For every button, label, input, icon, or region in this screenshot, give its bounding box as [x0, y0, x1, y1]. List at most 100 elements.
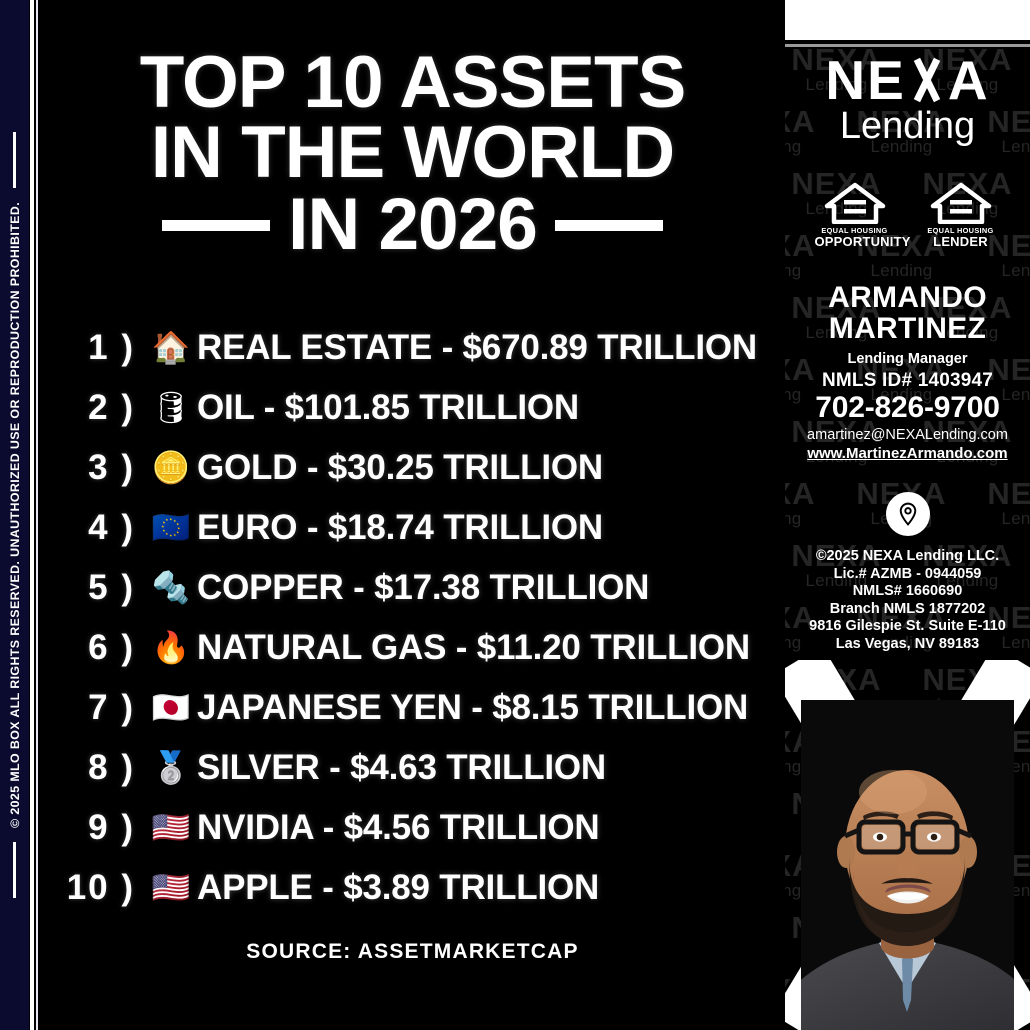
- asset-label: NATURAL GAS - $11.20 TRILLION: [197, 628, 750, 667]
- equal-housing-line-2: OPPORTUNITY: [814, 234, 911, 249]
- asset-list: 1 ) 🏠 REAL ESTATE - $670.89 TRILLION 2 ) 🛢 OI…: [40, 318, 785, 918]
- equal-housing-badge: EQUAL HOUSING OPPORTUNITY: [814, 182, 911, 249]
- usa-flag-icon: 🇺🇸: [151, 809, 191, 846]
- copyright-text: © 2025 MLO BOX ALL RIGHTS RESERVED. UNAU…: [7, 201, 22, 829]
- agent-nmls-id: NMLS ID# 1403947: [821, 370, 994, 391]
- equal-housing-line-1: EQUAL HOUSING: [821, 226, 888, 235]
- asset-rank: 5 ): [88, 568, 135, 607]
- watermark-wordmark: NEXA: [987, 476, 1030, 511]
- equal-housing-badge: EQUAL HOUSING LENDER: [921, 182, 1001, 249]
- title-line-3-row: IN 2026: [40, 184, 785, 266]
- equal-housing-line-2: LENDER: [933, 234, 988, 249]
- asset-row: 8 ) 🥈 SILVER - $4.63 TRILLION: [40, 738, 785, 798]
- top-white-bar: [785, 0, 1030, 40]
- asset-rank: 10 ): [66, 868, 135, 907]
- source-label: SOURCE: ASSETMARKETCAP: [246, 940, 579, 963]
- asset-row: 2 ) 🛢 OIL - $101.85 TRILLION: [40, 378, 785, 438]
- watermark-wordmark: NEXA: [785, 476, 816, 511]
- asset-rank: 3 ): [88, 448, 135, 487]
- asset-row: 9 ) 🇺🇸 NVIDIA - $4.56 TRILLION: [40, 798, 785, 858]
- asset-rank: 6 ): [88, 628, 135, 667]
- equal-housing-house-icon: [824, 182, 886, 224]
- asset-rank: 4 ): [88, 508, 135, 547]
- usa-flag-icon: 🇺🇸: [151, 869, 191, 906]
- asset-row: 3 ) 🪙 GOLD - $30.25 TRILLION: [40, 438, 785, 498]
- watermark-tile: NEXALending: [785, 478, 836, 528]
- rail-divider-inner: [36, 0, 38, 1030]
- legal-line-6: Las Vegas, NV 89183: [835, 635, 980, 652]
- asset-row: 1 ) 🏠 REAL ESTATE - $670.89 TRILLION: [40, 318, 785, 378]
- house-icon: 🏠: [151, 329, 191, 366]
- title-line-1: TOP 10 ASSETS: [139, 42, 687, 123]
- asset-rank: 2 ): [88, 388, 135, 427]
- asset-label: REAL ESTATE - $670.89 TRILLION: [197, 328, 757, 367]
- asset-row: 10 ) 🇺🇸 APPLE - $3.89 TRILLION: [40, 858, 785, 918]
- asset-row: 6 ) 🔥 NATURAL GAS - $11.20 TRILLION: [40, 618, 785, 678]
- title-line-2: IN THE WORLD: [150, 112, 675, 194]
- agent-role: Lending Manager: [847, 351, 968, 367]
- rail-dash-right: [13, 131, 16, 188]
- legal-line-3: NMLS# 1660690: [852, 583, 963, 599]
- gold-coin-icon: 🪙: [151, 449, 191, 486]
- asset-label: OIL - $101.85 TRILLION: [197, 388, 580, 427]
- nexa-logo: NE A Lending: [785, 52, 1030, 146]
- asset-rank: 1 ): [88, 328, 135, 367]
- oil-drum-icon: 🛢: [151, 389, 191, 426]
- legal-line-5: 9816 Gilespie St. Suite E-110: [809, 618, 1006, 634]
- asset-label: EURO - $18.74 TRILLION: [197, 508, 603, 547]
- copyright-rail: © 2025 MLO BOX ALL RIGHTS RESERVED. UNAU…: [0, 0, 29, 1030]
- eu-flag-icon: 🇪🇺: [151, 509, 191, 546]
- nexa-logo-sub: Lending: [839, 105, 976, 147]
- title-dash-left: [162, 219, 271, 231]
- agent-last-name: MARTINEZ: [828, 312, 987, 345]
- legal-line-1: ©2025 NEXA Lending LLC.: [815, 548, 1000, 564]
- agent-first-name: ARMANDO: [828, 281, 987, 314]
- asset-label: SILVER - $4.63 TRILLION: [197, 748, 606, 787]
- legal-line-2: Lic.# AZMB - 0944059: [833, 565, 982, 582]
- equal-housing-house-icon: [930, 182, 992, 224]
- legal-block: ©2025 NEXA Lending LLC. Lic.# AZMB - 094…: [785, 548, 1030, 653]
- nexa-logo-a: A: [947, 49, 990, 111]
- bolt-nut-icon: 🔩: [151, 569, 191, 606]
- page-title: TOP 10 ASSETS IN THE WORLD IN 2026: [40, 42, 785, 266]
- asset-rank: 7 ): [88, 688, 135, 727]
- branding-panel: NEXALendingNEXALendingNEXALendingNEXALen…: [785, 0, 1030, 1030]
- asset-row: 7 ) 🇯🇵 JAPANESE YEN - $8.15 TRILLION: [40, 678, 785, 738]
- legal-line-4: Branch NMLS 1877202: [829, 600, 986, 617]
- main-panel: TOP 10 ASSETS IN THE WORLD IN 2026 1 ) 🏠 R…: [40, 0, 785, 1030]
- top-grey-line: [785, 44, 1030, 47]
- equal-housing-line-1: EQUAL HOUSING: [927, 226, 994, 235]
- watermark-sub: Lending: [785, 509, 802, 528]
- watermark-sub: Lending: [785, 261, 802, 280]
- agent-phone[interactable]: 702-826-9700: [815, 391, 1000, 424]
- asset-label: APPLE - $3.89 TRILLION: [197, 868, 600, 907]
- watermark-sub: Lending: [1001, 509, 1030, 528]
- contact-block: ARMANDO MARTINEZ Lending Manager NMLS ID…: [785, 282, 1030, 463]
- agent-website[interactable]: www.MartinezArmando.com: [807, 445, 1008, 462]
- agent-portrait: [801, 700, 1014, 1030]
- location-pin-icon: [885, 492, 930, 536]
- fire-icon: 🔥: [151, 629, 191, 666]
- watermark-sub: Lending: [870, 261, 933, 280]
- equal-housing-badges: EQUAL HOUSING OPPORTUNITY EQUAL HOUSING LEN…: [785, 182, 1030, 249]
- title-dash-right: [554, 219, 663, 231]
- japan-flag-icon: 🇯🇵: [151, 689, 191, 726]
- asset-label: COPPER - $17.38 TRILLION: [197, 568, 650, 607]
- rail-dash-left: [13, 842, 16, 899]
- nexa-x-icon: [907, 57, 947, 103]
- nexa-logo-ne: NE: [825, 49, 906, 111]
- title-line-3: IN 2026: [288, 184, 538, 266]
- asset-label: JAPANESE YEN - $8.15 TRILLION: [197, 688, 749, 727]
- asset-row: 4 ) 🇪🇺 EURO - $18.74 TRILLION: [40, 498, 785, 558]
- agent-email[interactable]: amartinez@NEXALending.com: [807, 427, 1008, 443]
- rail-divider-outer: [30, 0, 34, 1030]
- silver-medal-icon: 🥈: [151, 749, 191, 786]
- asset-label: NVIDIA - $4.56 TRILLION: [197, 808, 600, 847]
- watermark-sub: Lending: [1001, 261, 1030, 280]
- nexa-logo-wordmark: NE A: [825, 52, 989, 108]
- asset-row: 5 ) 🔩 COPPER - $17.38 TRILLION: [40, 558, 785, 618]
- asset-rank: 9 ): [88, 808, 135, 847]
- asset-label: GOLD - $30.25 TRILLION: [197, 448, 603, 487]
- watermark-tile: NEXALending: [967, 478, 1030, 528]
